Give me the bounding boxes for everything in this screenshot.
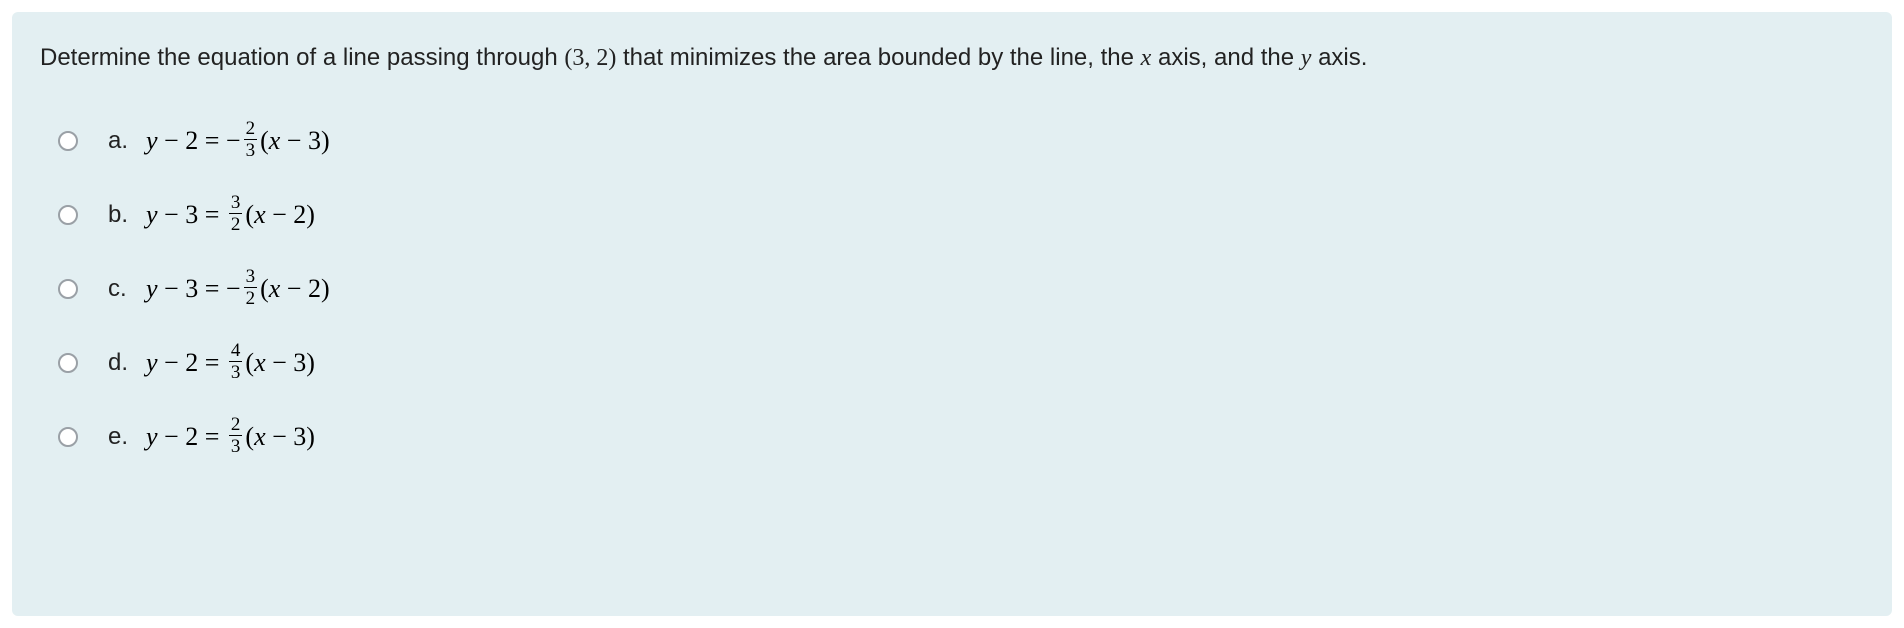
fraction: 23 — [229, 415, 243, 456]
eq-po: ( — [260, 128, 269, 154]
question-panel: Determine the equation of a line passing… — [12, 12, 1892, 616]
option-letter: a. — [108, 127, 146, 155]
fraction: 32 — [244, 267, 258, 308]
frac-num: 3 — [229, 193, 243, 212]
eq-pc: ) — [306, 424, 315, 450]
eq-neg: − — [226, 128, 241, 154]
eq-minus: − — [280, 128, 308, 154]
eq-x: x — [269, 276, 281, 302]
frac-num: 4 — [229, 341, 243, 360]
eq-eq: = — [198, 202, 226, 228]
option-b[interactable]: b. y − 3 = 32(x − 2) — [58, 194, 1864, 235]
option-d[interactable]: d. y − 2 = 43(x − 3) — [58, 342, 1864, 383]
fraction: 43 — [229, 341, 243, 382]
eq-eq: = — [198, 424, 226, 450]
frac-den: 3 — [244, 141, 258, 160]
question-text: Determine the equation of a line passing… — [40, 42, 1864, 74]
eq-minus: − — [266, 424, 294, 450]
fraction: 23 — [244, 119, 258, 160]
eq-minus: − — [280, 276, 308, 302]
eq-eq: = — [198, 128, 226, 154]
eq-rc: 2 — [293, 202, 306, 228]
option-letter: b. — [108, 201, 146, 229]
eq-neg: − — [226, 276, 241, 302]
eq-pc: ) — [306, 202, 315, 228]
option-letter: e. — [108, 423, 146, 451]
option-e[interactable]: e. y − 2 = 23(x − 3) — [58, 416, 1864, 457]
frac-den: 2 — [229, 215, 243, 234]
eq-pc: ) — [321, 128, 330, 154]
eq-po: ( — [245, 350, 254, 376]
eq-po: ( — [245, 424, 254, 450]
q-aw1: axis, and the — [1151, 44, 1300, 71]
eq-const: 3 — [185, 276, 198, 302]
eq-pc: ) — [306, 350, 315, 376]
eq-eq: = — [198, 350, 226, 376]
option-equation: y − 2 = −23(x − 3) — [146, 120, 330, 161]
frac-den: 3 — [229, 437, 243, 456]
frac-num: 2 — [244, 119, 258, 138]
eq-rc: 3 — [293, 424, 306, 450]
option-equation: y − 3 = 32(x − 2) — [146, 194, 315, 235]
option-equation: y − 3 = −32(x − 2) — [146, 268, 330, 309]
radio-d[interactable] — [58, 353, 78, 373]
q-x: x — [1141, 45, 1152, 71]
eq-rc: 2 — [308, 276, 321, 302]
eq-eq: = — [198, 276, 226, 302]
options-list: a. y − 2 = −23(x − 3) b. y − 3 = 32(x − … — [40, 120, 1864, 457]
radio-e[interactable] — [58, 427, 78, 447]
frac-den: 3 — [229, 363, 243, 382]
option-equation: y − 2 = 43(x − 3) — [146, 342, 315, 383]
eq-x: x — [254, 350, 266, 376]
fraction: 32 — [229, 193, 243, 234]
option-a[interactable]: a. y − 2 = −23(x − 3) — [58, 120, 1864, 161]
eq-x: x — [254, 424, 266, 450]
eq-rc: 3 — [293, 350, 306, 376]
option-equation: y − 2 = 23(x − 3) — [146, 416, 315, 457]
eq-const: 3 — [185, 202, 198, 228]
eq-minus: − — [266, 350, 294, 376]
eq-const: 2 — [185, 424, 198, 450]
radio-b[interactable] — [58, 205, 78, 225]
q-y: y — [1301, 45, 1312, 71]
option-letter: c. — [108, 275, 146, 303]
eq-x: x — [254, 202, 266, 228]
eq-pc: ) — [321, 276, 330, 302]
eq-const: 2 — [185, 350, 198, 376]
radio-a[interactable] — [58, 131, 78, 151]
q-aw2: axis. — [1311, 44, 1367, 71]
frac-num: 2 — [229, 415, 243, 434]
frac-num: 3 — [244, 267, 258, 286]
eq-minus: − — [266, 202, 294, 228]
frac-den: 2 — [244, 289, 258, 308]
option-c[interactable]: c. y − 3 = −32(x − 2) — [58, 268, 1864, 309]
q-prefix: Determine the equation of a line passing… — [40, 44, 564, 71]
eq-po: ( — [260, 276, 269, 302]
q-middle: that minimizes the area bounded by the l… — [616, 44, 1140, 71]
eq-rc: 3 — [308, 128, 321, 154]
option-letter: d. — [108, 349, 146, 377]
eq-x: x — [269, 128, 281, 154]
eq-const: 2 — [185, 128, 198, 154]
radio-c[interactable] — [58, 279, 78, 299]
eq-po: ( — [245, 202, 254, 228]
q-point: (3, 2) — [564, 45, 616, 71]
